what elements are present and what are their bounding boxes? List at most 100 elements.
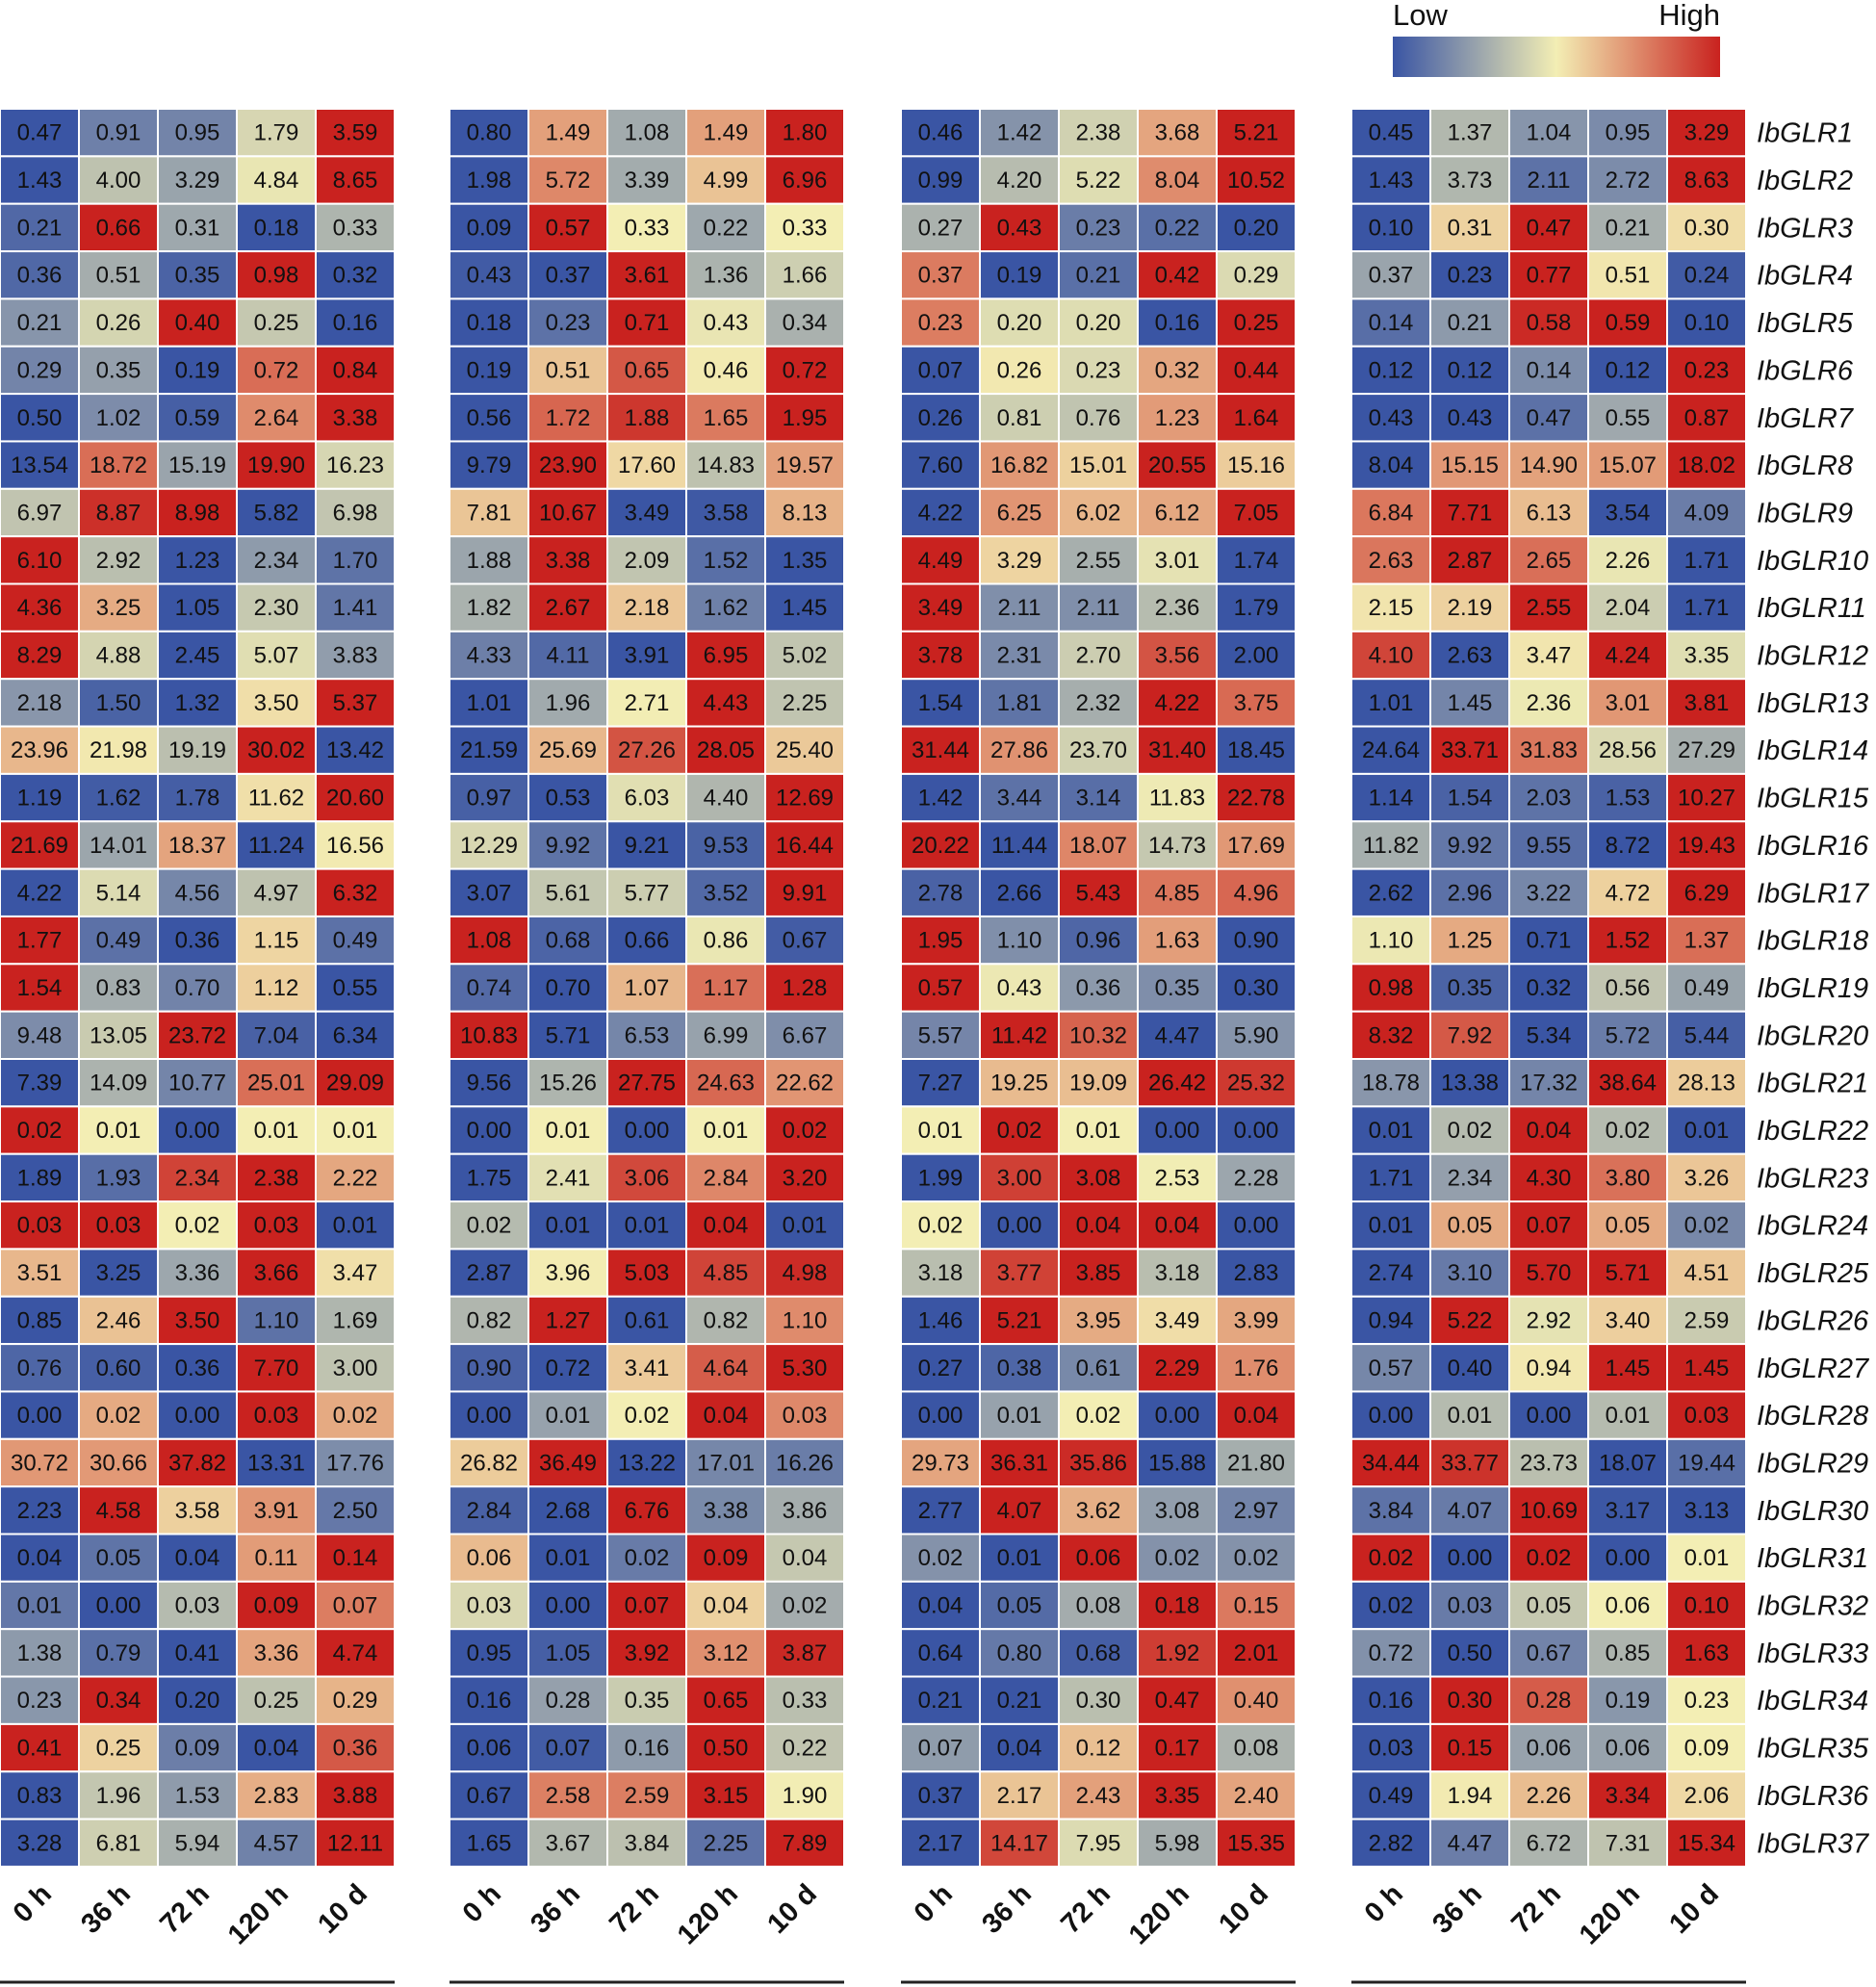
cell-value-label: 0.42 (1155, 263, 1200, 289)
cell-value-label: 0.04 (254, 1736, 299, 1762)
cell-value-label: 14.09 (90, 1071, 147, 1097)
heatmap-cell (78, 1722, 159, 1773)
cell-value-label: 0.01 (997, 1403, 1042, 1429)
heatmap-cell (764, 1628, 845, 1678)
cell-value-label: 0.79 (96, 1640, 141, 1666)
cell-value-label: 0.03 (1369, 1736, 1414, 1762)
heatmap-cell (1508, 820, 1589, 870)
cell-value-label: 4.57 (254, 1830, 299, 1856)
cell-value-label: 27.75 (618, 1071, 676, 1097)
cell-value-label: 0.43 (997, 215, 1042, 241)
heatmap-cell (606, 1770, 687, 1820)
gene-label: IbGLR2 (1757, 166, 1853, 196)
heatmap-cell (1216, 1248, 1297, 1298)
heatmap-cell (979, 440, 1060, 490)
heatmap-cell (236, 1628, 317, 1678)
cell-value-label: 0.03 (1448, 1593, 1493, 1619)
heatmap-cell (1587, 1437, 1668, 1488)
cell-value-label: 1.43 (17, 168, 63, 194)
cell-value-label: 18.45 (1227, 737, 1285, 763)
heatmap-cell (1216, 108, 1297, 158)
cell-value-label: 2.32 (1076, 690, 1121, 716)
cell-value-label: 6.53 (625, 1022, 670, 1048)
cell-value-label: 0.09 (254, 1593, 299, 1619)
cell-value-label: 7.71 (1448, 500, 1493, 526)
cell-value-label: 0.66 (625, 928, 670, 954)
cell-value-label: 1.62 (96, 786, 141, 812)
heatmap-cell (1587, 535, 1668, 585)
cell-value-label: 22.62 (776, 1071, 834, 1097)
cell-value-label: 1.53 (1606, 786, 1651, 812)
cell-value-label: 0.23 (918, 310, 964, 336)
timepoint-label: 120 h (1123, 1878, 1195, 1950)
cell-value-label: 2.00 (1234, 643, 1279, 669)
heatmap-cell (78, 582, 159, 632)
cell-value-label: 13.22 (618, 1450, 676, 1476)
cell-value-label: 3.18 (918, 1260, 964, 1286)
cell-value-label: 0.02 (1606, 1118, 1651, 1144)
heatmap-cell (685, 725, 766, 775)
heatmap-cell (315, 345, 396, 396)
cell-value-label: 8.87 (96, 500, 141, 526)
heatmap-cell (315, 1295, 396, 1346)
cell-value-label: 8.29 (17, 643, 63, 669)
heatmap-cell (1587, 1533, 1668, 1583)
gene-label: IbGLR36 (1757, 1781, 1869, 1812)
cell-value-label: 0.17 (1155, 1736, 1200, 1762)
cell-value-label: 4.22 (17, 880, 63, 906)
cell-value-label: 3.34 (1606, 1783, 1651, 1809)
heatmap-cell (1666, 1533, 1747, 1583)
cell-value-label: 4.56 (175, 880, 220, 906)
heatmap-cell (1216, 867, 1297, 917)
cell-value-label: 7.04 (254, 1022, 299, 1048)
cell-value-label: 7.39 (17, 1071, 63, 1097)
cell-value-label: 15.35 (1227, 1830, 1285, 1856)
heatmap-cell (1137, 820, 1218, 870)
heatmap-cell (900, 1818, 981, 1868)
heatmap-cell (900, 725, 981, 775)
cell-value-label: 6.34 (333, 1022, 378, 1048)
cell-value-label: 29.73 (912, 1450, 969, 1476)
cell-value-label: 0.86 (704, 928, 749, 954)
cell-value-label: 9.56 (467, 1071, 512, 1097)
cell-value-label: 0.51 (1606, 263, 1651, 289)
cell-value-label: 1.08 (467, 928, 512, 954)
cell-value-label: 25.40 (776, 737, 834, 763)
gene-label: IbGLR21 (1757, 1069, 1868, 1099)
heatmap-cell (78, 487, 159, 538)
cell-value-label: 0.30 (1234, 975, 1279, 1001)
timepoint-label: 120 h (1574, 1878, 1646, 1950)
heatmap-cell (1058, 535, 1139, 585)
cell-value-label: 0.12 (1076, 1736, 1121, 1762)
cell-value-label: 4.51 (1684, 1260, 1730, 1286)
heatmap-cell (1058, 678, 1139, 728)
cell-value-label: 0.70 (175, 975, 220, 1001)
cell-value-label: 7.70 (254, 1355, 299, 1381)
heatmap-cell (1137, 1248, 1218, 1298)
heatmap-cell (315, 1485, 396, 1535)
gene-label: IbGLR11 (1757, 593, 1866, 624)
gene-label: IbGLR32 (1757, 1591, 1868, 1622)
cell-value-label: 2.41 (546, 1165, 591, 1191)
heatmap-cell (764, 1533, 845, 1583)
heatmap-cell (1666, 487, 1747, 538)
cell-value-label: 0.85 (17, 1307, 63, 1333)
heatmap-cell (1587, 867, 1668, 917)
cell-value-label: 0.03 (467, 1593, 512, 1619)
heatmap-cell (527, 678, 608, 728)
cell-value-label: 3.35 (1155, 1783, 1200, 1809)
heatmap-cell (1216, 297, 1297, 348)
heatmap-cell (78, 820, 159, 870)
cell-value-label: 4.43 (704, 690, 749, 716)
cell-value-label: 1.45 (1606, 1355, 1651, 1381)
cell-value-label: 0.49 (1684, 975, 1730, 1001)
heatmap-cell (1216, 725, 1297, 775)
cell-value-label: 2.43 (1076, 1783, 1121, 1809)
cell-value-label: 0.09 (704, 1545, 749, 1571)
cell-value-label: 1.79 (254, 120, 299, 146)
heatmap-cell (236, 820, 317, 870)
cell-value-label: 0.05 (1448, 1213, 1493, 1239)
heatmap-cell (1666, 1295, 1747, 1346)
cell-value-label: 0.35 (1155, 975, 1200, 1001)
timepoint-label: 36 h (525, 1878, 586, 1940)
